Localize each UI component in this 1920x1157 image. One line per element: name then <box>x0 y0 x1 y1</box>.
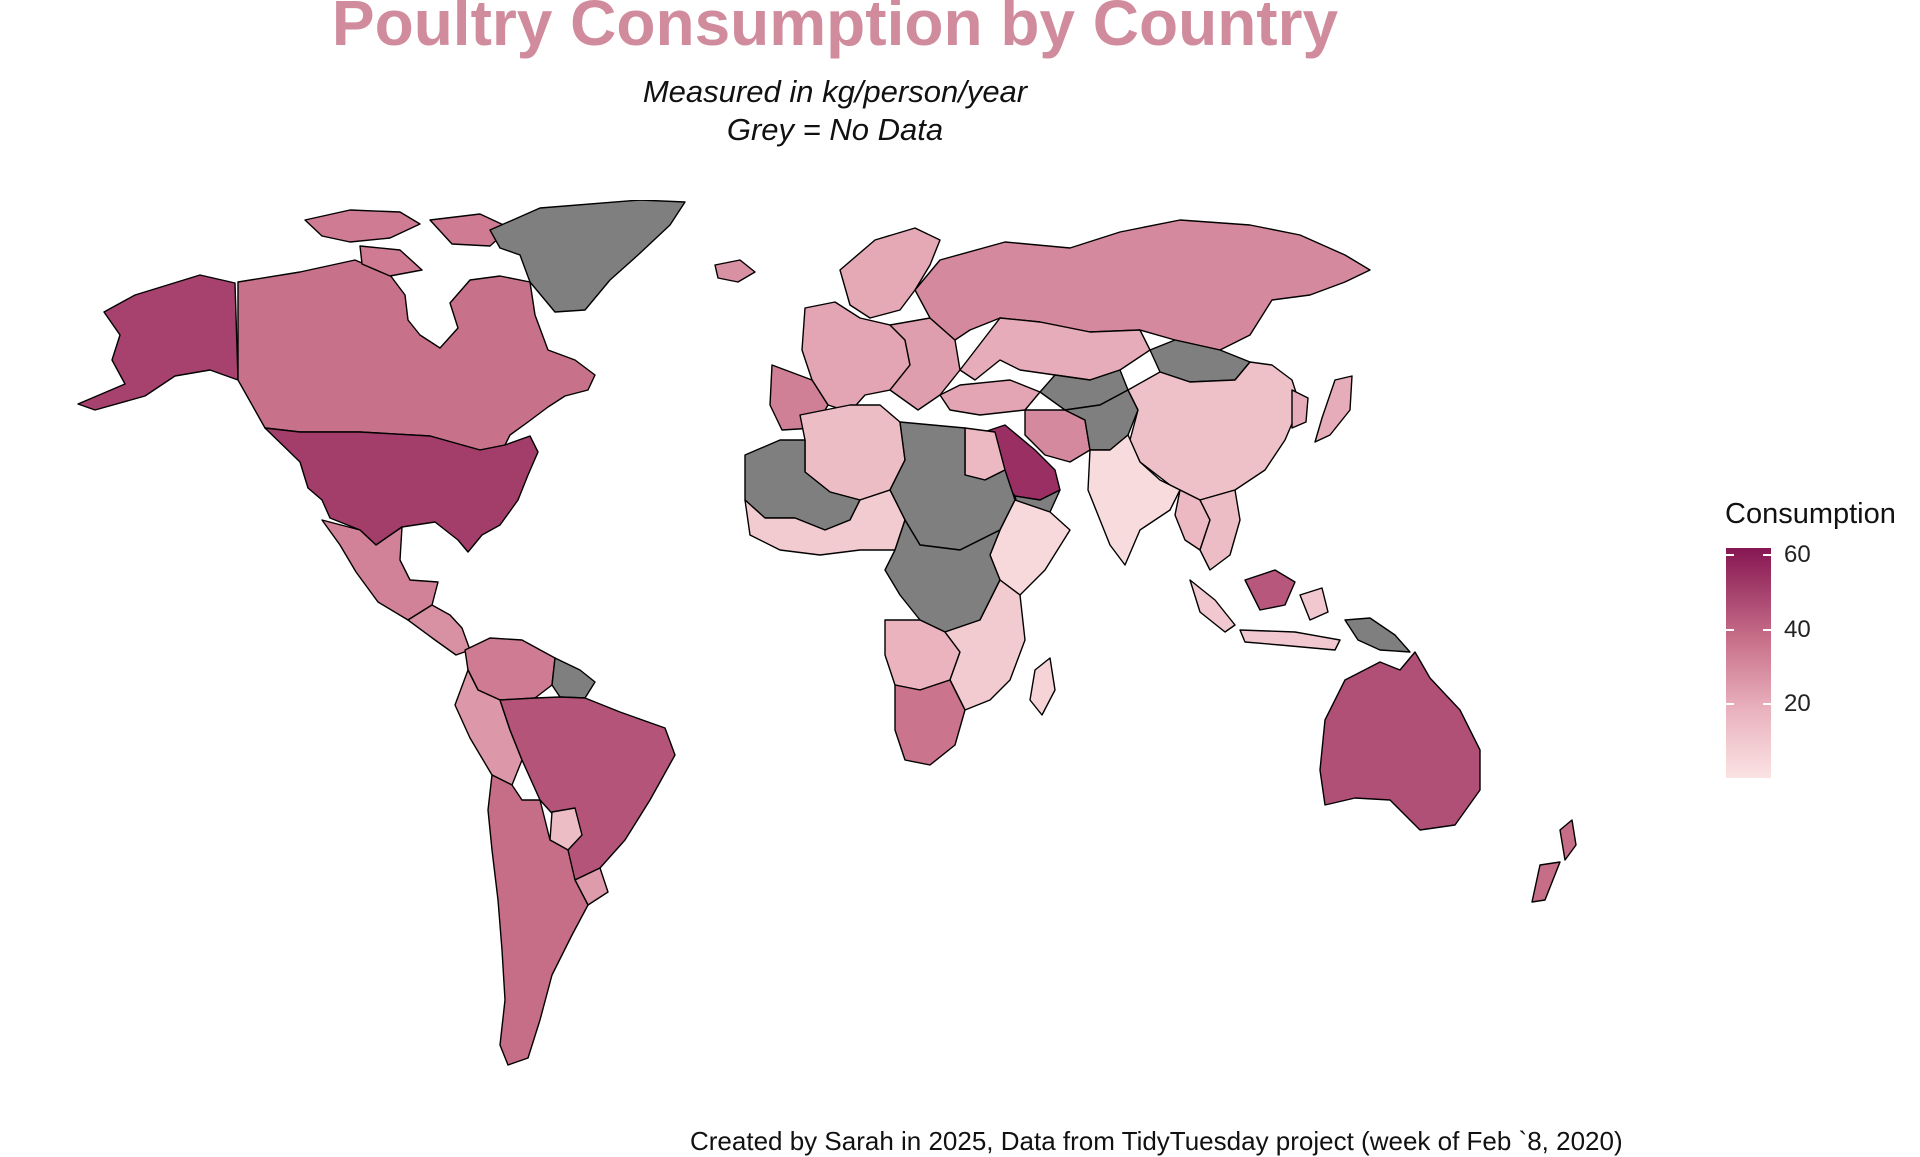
region-chile-argentina <box>487 774 589 1066</box>
region-paraguay <box>549 807 583 851</box>
region-east-south-africa <box>944 579 1026 711</box>
legend-tick-label: 40 <box>1784 615 1811 643</box>
region-papua-new-guinea <box>1344 617 1411 653</box>
region-madagascar <box>1029 657 1056 716</box>
region-india <box>1087 434 1181 566</box>
region-iceland <box>714 259 756 283</box>
region-central-america <box>407 604 471 656</box>
map-title: Poultry Consumption by Country <box>331 0 1339 59</box>
region-usa <box>264 427 539 553</box>
region-korea <box>1291 389 1309 429</box>
region-south-africa <box>894 679 966 766</box>
map-subtitle-unit: Measured in kg/person/year <box>642 74 1028 109</box>
caption-credit: Created by Sarah in 2025, Data from Tidy… <box>690 1126 1623 1156</box>
region-scandinavia <box>839 227 941 319</box>
region-mexico <box>321 519 439 621</box>
region-new-zealand <box>1531 819 1577 903</box>
region-southeast-asia <box>1199 489 1241 571</box>
region-west-africa <box>744 489 906 556</box>
legend-colorbar <box>1726 548 1771 778</box>
legend-title: Consumption <box>1725 498 1896 530</box>
region-brazil <box>499 696 676 881</box>
region-greenland <box>489 200 686 313</box>
legend-tick-label: 20 <box>1784 689 1811 717</box>
map-subtitle-note: Grey = No Data <box>726 112 944 147</box>
region-alaska <box>77 274 239 411</box>
region-indonesia <box>1189 579 1341 651</box>
region-turkey <box>939 379 1041 416</box>
region-malaysia-borneo <box>1244 569 1296 611</box>
legend-tick-label: 60 <box>1784 541 1811 569</box>
region-peru <box>454 669 523 786</box>
world-map <box>77 200 1577 1066</box>
region-russia <box>914 219 1371 351</box>
region-australia <box>1319 651 1481 831</box>
region-japan <box>1314 375 1353 443</box>
region-guyana <box>551 657 596 699</box>
